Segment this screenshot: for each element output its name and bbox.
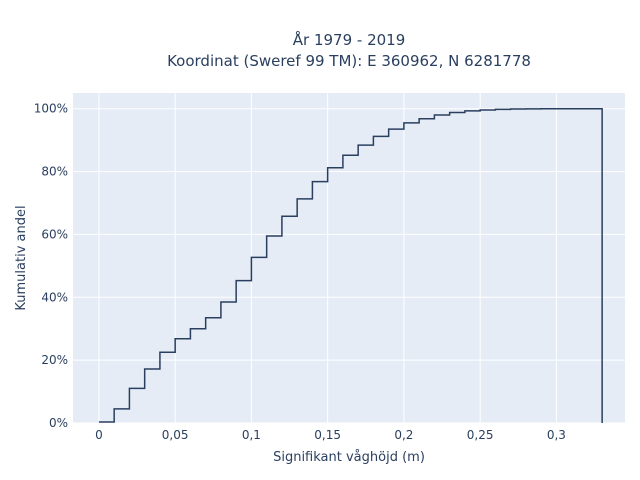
- x-tick-label: 0,25: [467, 428, 494, 442]
- tick-labels: 0 0,05 0,1 0,15 0,2 0,25 0,3 0% 20% 40% 60% 80% 100%: [34, 102, 566, 442]
- y-tick-label: 20%: [41, 353, 68, 367]
- x-axis-title: Signifikant våghöjd (m): [273, 450, 425, 465]
- chart-title: År 1979 - 2019: [293, 30, 406, 49]
- cumulative-step-line: [98, 107, 603, 423]
- x-tick-label: 0,1: [242, 428, 261, 442]
- x-tick-label: 0: [95, 428, 103, 442]
- y-axis-title: Kumulativ andel: [14, 205, 29, 310]
- y-tick-label: 100%: [34, 102, 68, 116]
- plot-area: [73, 93, 625, 423]
- x-tick-label: 0,2: [394, 428, 413, 442]
- y-tick-label: 40%: [41, 290, 68, 304]
- y-tick-label: 60%: [41, 227, 68, 241]
- x-tick-label: 0,3: [547, 428, 566, 442]
- y-tick-label: 80%: [41, 165, 68, 179]
- y-tick-label: 0%: [49, 416, 68, 430]
- x-tick-label: 0,05: [162, 428, 189, 442]
- chart-subtitle: Koordinat (Sweref 99 TM): E 360962, N 62…: [167, 52, 531, 70]
- series-layer: [98, 107, 603, 423]
- x-tick-label: 0,15: [314, 428, 341, 442]
